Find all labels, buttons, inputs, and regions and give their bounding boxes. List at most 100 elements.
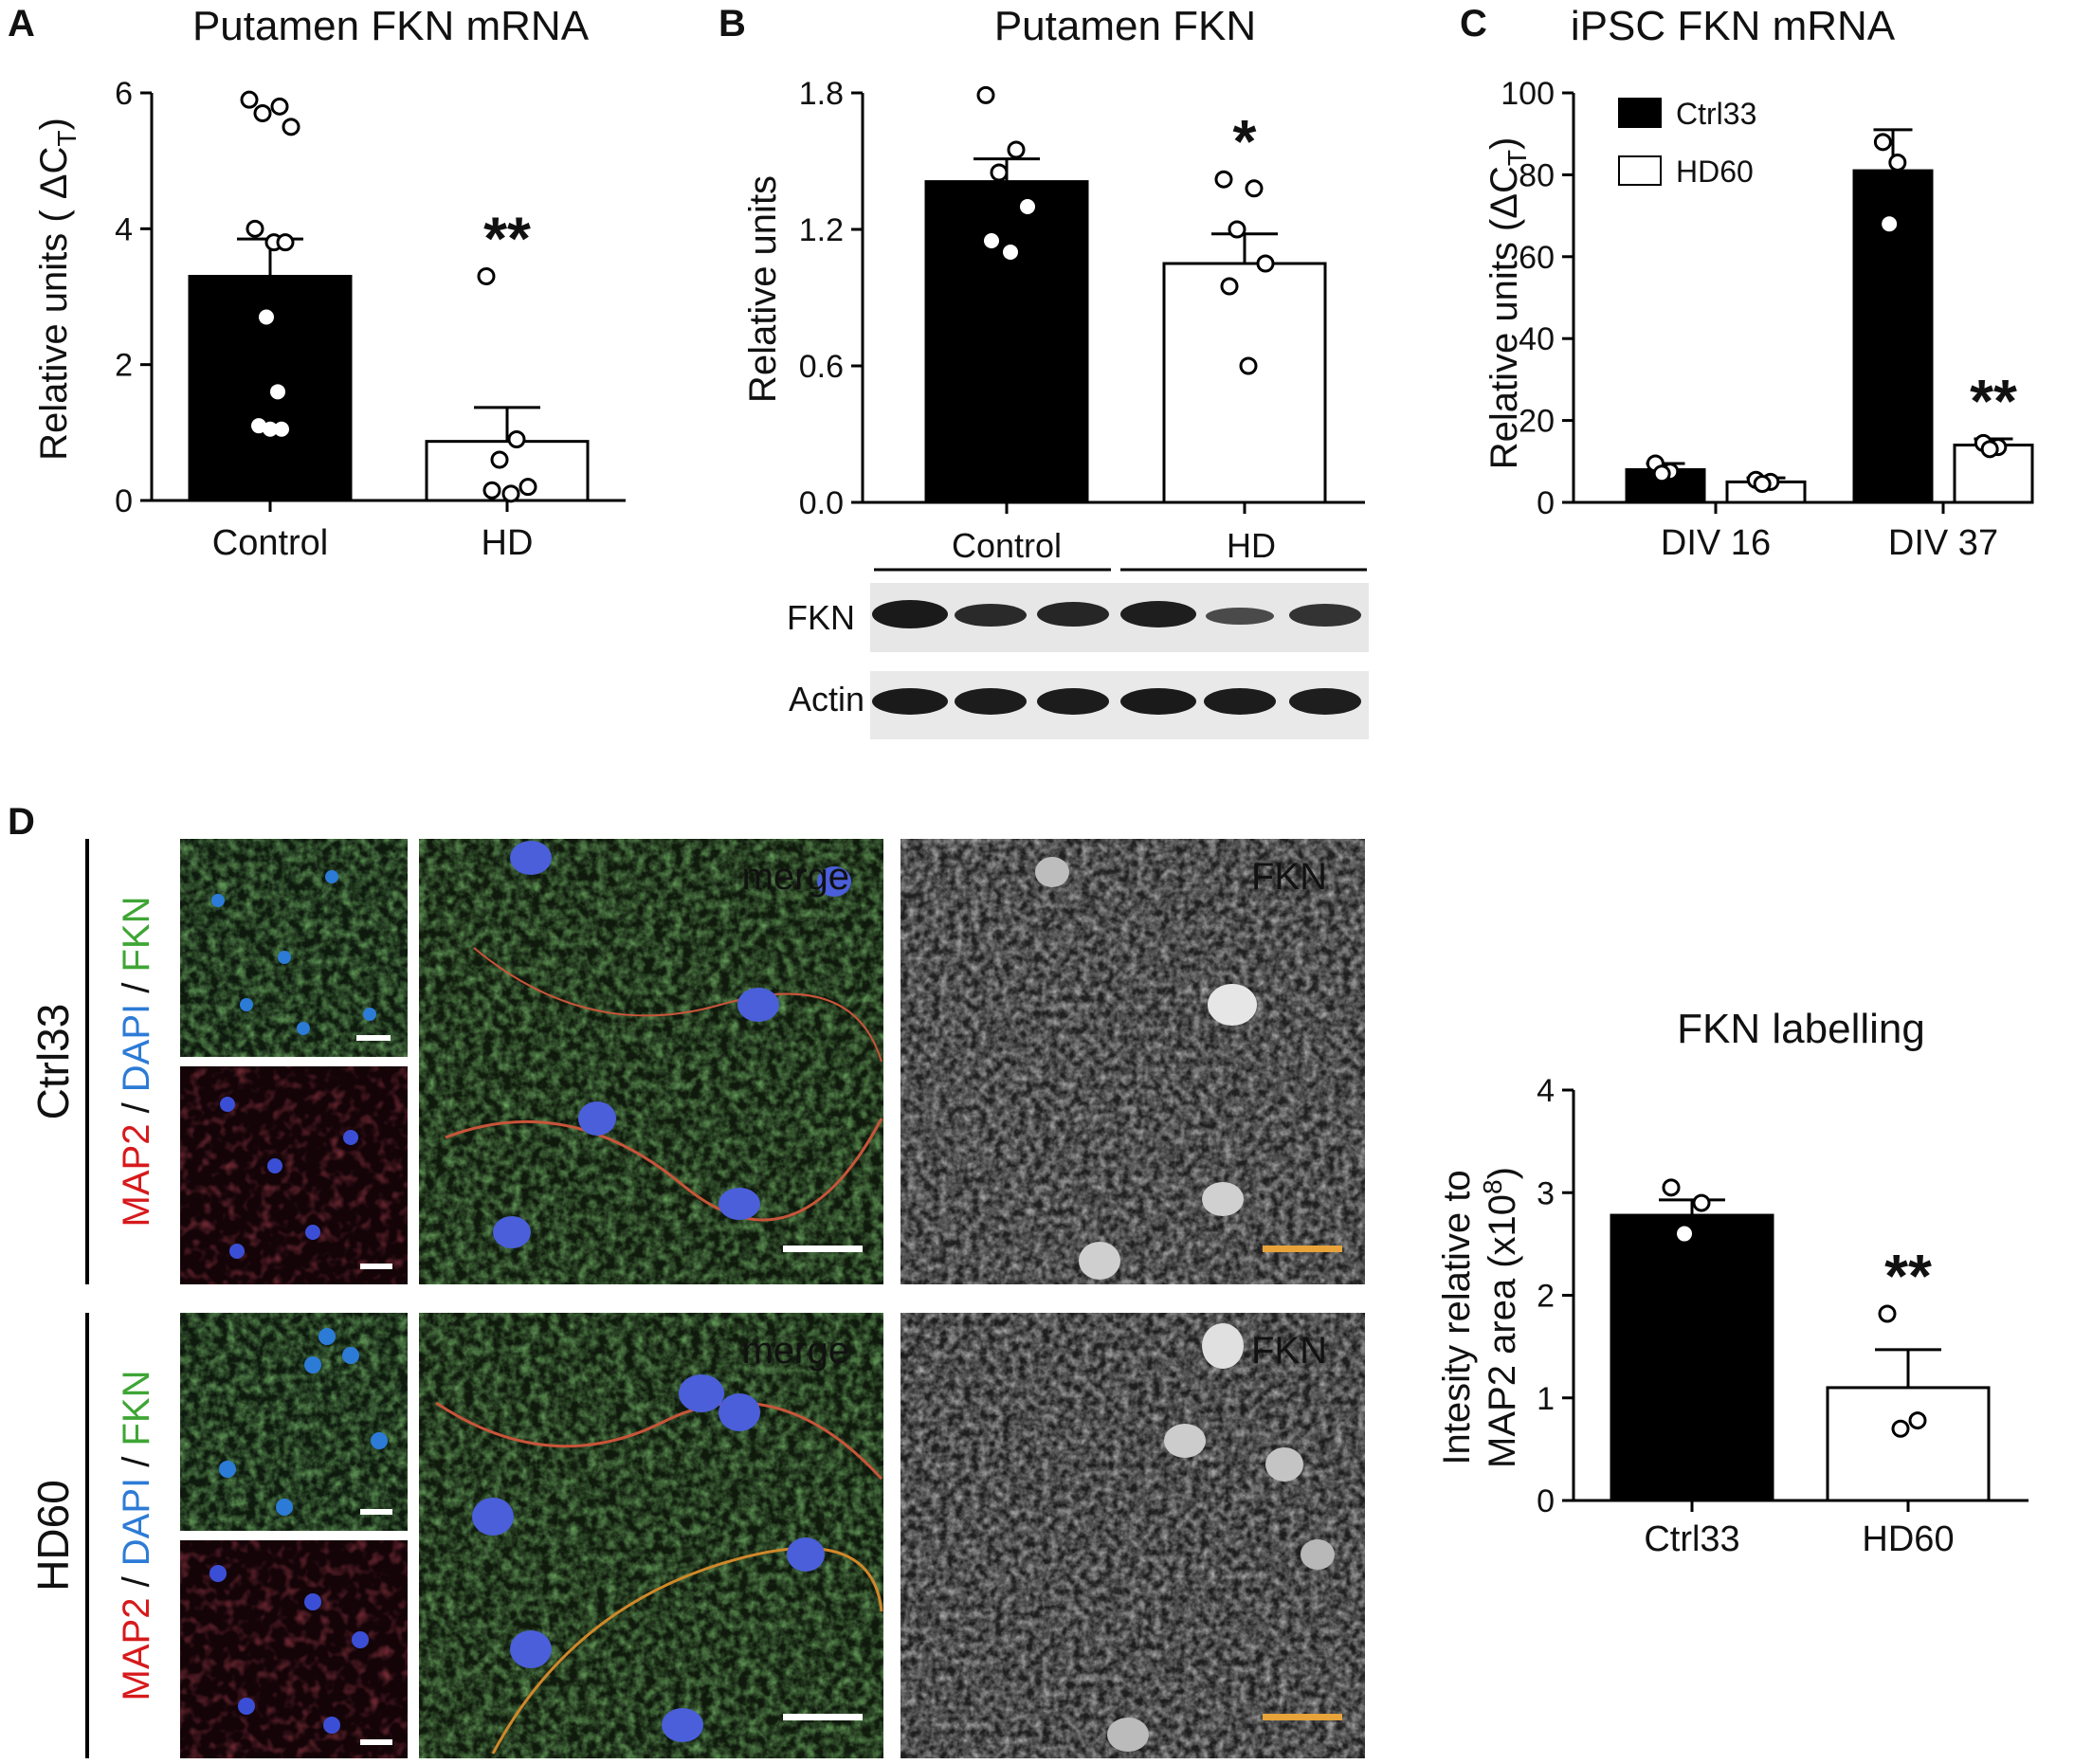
chart-a-data-point bbox=[507, 430, 526, 448]
chart-a-data-point bbox=[477, 267, 496, 285]
micro-ctrl33-merge: merge bbox=[419, 839, 883, 1284]
chart-b-data-point bbox=[984, 233, 999, 248]
chart-c-data-point bbox=[1753, 475, 1772, 494]
chart-b-title: Putamen FKN bbox=[994, 3, 1256, 49]
merge-label-hd60: merge bbox=[742, 1330, 849, 1372]
blot-group-hd: HD bbox=[1227, 526, 1276, 565]
actin-band-4 bbox=[1120, 688, 1196, 715]
chart-d-bar bbox=[1826, 1386, 1991, 1502]
chart-b-significance: * bbox=[1233, 107, 1257, 175]
chart-b-data-point bbox=[1256, 254, 1275, 273]
chart-d-category-label: Ctrl33 bbox=[1644, 1519, 1739, 1559]
chart-d-ylabel-line2: MAP2 area (x108) bbox=[1478, 1167, 1523, 1468]
fkn-band-5 bbox=[1206, 608, 1274, 625]
micro-ctrl33-small-red bbox=[180, 1066, 408, 1284]
scale-bar bbox=[356, 1035, 391, 1041]
chart-d-ytick-label: 3 bbox=[1537, 1175, 1555, 1211]
scale-bar bbox=[783, 1714, 863, 1720]
chart-a-data-point bbox=[240, 90, 259, 109]
chart-b: 0.0 0.6 1.2 1.8 * bbox=[799, 76, 1365, 521]
row-label-ctrl33: Ctrl33 bbox=[28, 1004, 78, 1120]
panel-letter-a: A bbox=[8, 3, 35, 45]
chart-d-ylabel-line1: Intesity relative to bbox=[1436, 1170, 1478, 1464]
micro-hd60-fkn-gray: FKN bbox=[901, 1313, 1365, 1758]
chart-b-bar bbox=[924, 180, 1089, 504]
chart-b-data-point bbox=[1020, 199, 1035, 214]
chart-c-ytick-label: 40 bbox=[1519, 321, 1555, 357]
scale-bar bbox=[360, 1509, 392, 1515]
chart-a-data-point bbox=[253, 104, 272, 122]
chart-c-bar bbox=[1625, 467, 1706, 504]
chart-d-data-point bbox=[1677, 1226, 1692, 1242]
chart-d: 0 1 2 3 4 Ctrl33 HD60 ** bbox=[1537, 1073, 2029, 1559]
legend-label-hd60: HD60 bbox=[1676, 155, 1754, 189]
chart-c-data-point bbox=[1980, 440, 1999, 459]
chart-c-category-label: DIV 37 bbox=[1888, 523, 1998, 563]
chart-c-data-point bbox=[1882, 216, 1898, 232]
chart-c-ytick-label: 60 bbox=[1519, 240, 1555, 276]
chart-c-ytick-label: 80 bbox=[1519, 157, 1555, 193]
chart-d-data-point bbox=[1908, 1411, 1927, 1430]
legend-swatch-hd60 bbox=[1618, 155, 1662, 186]
chart-a-data-point bbox=[276, 233, 295, 252]
chart-d-ytick-label: 0 bbox=[1537, 1483, 1555, 1519]
blot-strip-actin bbox=[870, 671, 1369, 739]
chart-a-data-point bbox=[246, 219, 264, 238]
chart-a-data-point bbox=[270, 97, 289, 116]
merge-label-ctrl33: merge bbox=[742, 856, 849, 898]
chart-a-data-point bbox=[274, 421, 289, 437]
chart-d-significance: ** bbox=[1884, 1242, 1932, 1310]
chart-c-data-point bbox=[1888, 153, 1907, 172]
western-blot: Control HD FKN Actin bbox=[787, 526, 1369, 739]
chart-b-ytick-label: 1.2 bbox=[799, 212, 844, 248]
chart-b-data-point bbox=[1220, 277, 1239, 296]
panel-letter-b: B bbox=[719, 3, 746, 45]
chart-b-data-point bbox=[1239, 356, 1258, 375]
chart-b-data-point bbox=[990, 163, 1009, 182]
chart-d-ytick-label: 1 bbox=[1537, 1381, 1555, 1417]
chart-a-bar bbox=[188, 275, 353, 502]
chart-d-bar bbox=[1610, 1213, 1774, 1502]
chart-b-data-point bbox=[1228, 220, 1246, 239]
stain-label-hd60: MAP2 / DAPI / FKN bbox=[116, 1371, 157, 1701]
chart-d-data-point bbox=[1662, 1178, 1681, 1197]
fkn-label-ctrl33: FKN bbox=[1251, 856, 1327, 898]
chart-a-data-point bbox=[490, 450, 509, 469]
actin-band-3 bbox=[1037, 688, 1109, 715]
panel-letter-c: C bbox=[1460, 3, 1487, 45]
chart-a-data-point bbox=[263, 421, 278, 437]
row-label-hd60: HD60 bbox=[28, 1480, 78, 1591]
scale-bar bbox=[1263, 1246, 1342, 1252]
blot-row-label-actin: Actin bbox=[789, 680, 864, 718]
legend-label-ctrl33: Ctrl33 bbox=[1676, 97, 1756, 131]
chart-a-category-label: Control bbox=[212, 523, 329, 563]
scale-bar bbox=[783, 1246, 863, 1252]
chart-a-category-label: HD bbox=[482, 523, 534, 563]
chart-b-data-point bbox=[1003, 245, 1018, 260]
micro-ctrl33-fkn-gray: FKN bbox=[901, 839, 1365, 1284]
chart-c-data-point bbox=[1873, 133, 1892, 152]
chart-a-data-point bbox=[259, 309, 274, 325]
microscopy-panel: Ctrl33 HD60 MAP2 / DAPI / FKN MAP2 / DAP… bbox=[28, 839, 1365, 1758]
chart-c-category-label: DIV 16 bbox=[1661, 523, 1771, 563]
chart-c-ytick-label: 20 bbox=[1519, 404, 1555, 440]
chart-d-data-point bbox=[1891, 1419, 1910, 1438]
chart-b-ytick-label: 1.8 bbox=[799, 76, 844, 112]
chart-a-ytick-label: 6 bbox=[115, 76, 133, 112]
chart-a-ytick-label: 4 bbox=[115, 211, 133, 247]
scale-bar bbox=[360, 1739, 392, 1745]
chart-b-data-point bbox=[1245, 179, 1264, 198]
fkn-band-1 bbox=[872, 600, 948, 628]
chart-d-data-point bbox=[1878, 1304, 1897, 1323]
fkn-band-3 bbox=[1037, 602, 1109, 627]
blot-strip-fkn bbox=[870, 583, 1369, 652]
chart-a-data-point bbox=[501, 484, 520, 503]
chart-b-data-point bbox=[976, 85, 995, 104]
chart-a-ytick-label: 2 bbox=[115, 348, 133, 384]
blot-row-label-fkn: FKN bbox=[787, 598, 855, 637]
chart-d-ytick-label: 2 bbox=[1537, 1279, 1555, 1315]
chart-d-title: FKN labelling bbox=[1677, 1006, 1925, 1052]
chart-b-ytick-label: 0.6 bbox=[799, 349, 844, 385]
chart-a-ytick-label: 0 bbox=[115, 483, 133, 519]
micro-ctrl33-small-green bbox=[180, 839, 408, 1057]
